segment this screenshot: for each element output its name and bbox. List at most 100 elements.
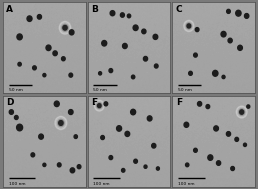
Circle shape <box>69 110 73 115</box>
Circle shape <box>77 165 81 169</box>
Circle shape <box>43 163 46 167</box>
Circle shape <box>245 14 249 18</box>
Circle shape <box>186 163 189 167</box>
Text: 50 nm: 50 nm <box>9 88 23 92</box>
Circle shape <box>187 24 191 28</box>
Circle shape <box>134 159 138 163</box>
Circle shape <box>37 14 42 19</box>
Circle shape <box>189 71 192 75</box>
Circle shape <box>247 105 250 108</box>
Circle shape <box>63 26 67 30</box>
Circle shape <box>184 122 189 128</box>
Circle shape <box>117 126 122 131</box>
Circle shape <box>17 34 22 40</box>
Circle shape <box>55 116 67 130</box>
Circle shape <box>206 105 210 108</box>
Circle shape <box>31 153 35 157</box>
Circle shape <box>213 70 218 76</box>
Circle shape <box>133 25 138 30</box>
Circle shape <box>58 163 61 167</box>
Circle shape <box>221 31 226 37</box>
Circle shape <box>59 21 71 34</box>
Circle shape <box>195 28 199 32</box>
Circle shape <box>102 40 107 46</box>
Circle shape <box>98 104 101 108</box>
Text: C: C <box>176 5 182 14</box>
Circle shape <box>125 131 130 136</box>
Circle shape <box>213 125 219 131</box>
Circle shape <box>231 166 235 171</box>
Circle shape <box>104 102 108 106</box>
Circle shape <box>116 125 122 132</box>
Circle shape <box>39 134 43 139</box>
Circle shape <box>194 148 197 152</box>
Circle shape <box>195 27 199 32</box>
Circle shape <box>57 118 65 128</box>
Circle shape <box>121 168 125 172</box>
Circle shape <box>144 165 147 169</box>
Circle shape <box>153 34 158 40</box>
Circle shape <box>58 119 64 127</box>
Circle shape <box>194 53 197 57</box>
Circle shape <box>153 34 158 40</box>
Circle shape <box>61 57 66 61</box>
Circle shape <box>235 137 239 141</box>
Circle shape <box>53 51 57 56</box>
Circle shape <box>184 20 194 32</box>
Circle shape <box>143 57 148 61</box>
Circle shape <box>70 167 75 173</box>
Circle shape <box>235 137 239 142</box>
Circle shape <box>109 69 113 73</box>
Circle shape <box>43 73 46 77</box>
Circle shape <box>227 9 230 13</box>
Circle shape <box>131 75 135 79</box>
Circle shape <box>37 15 42 19</box>
Circle shape <box>43 163 46 167</box>
Circle shape <box>14 115 18 120</box>
Circle shape <box>227 9 231 14</box>
Circle shape <box>110 11 115 16</box>
Circle shape <box>17 124 23 131</box>
Circle shape <box>212 70 218 77</box>
Text: 50 nm: 50 nm <box>178 88 192 92</box>
Circle shape <box>127 14 131 18</box>
Circle shape <box>110 10 115 16</box>
Circle shape <box>244 143 246 146</box>
Circle shape <box>198 101 202 106</box>
Circle shape <box>33 66 37 70</box>
Circle shape <box>155 64 158 68</box>
Circle shape <box>244 13 249 19</box>
Circle shape <box>156 167 159 170</box>
Circle shape <box>101 136 104 139</box>
Circle shape <box>69 29 74 35</box>
Circle shape <box>141 29 146 34</box>
Circle shape <box>184 122 189 127</box>
Circle shape <box>221 31 226 37</box>
Circle shape <box>144 165 147 168</box>
Circle shape <box>188 71 192 76</box>
Circle shape <box>38 134 44 139</box>
Circle shape <box>122 43 127 49</box>
Circle shape <box>243 143 247 147</box>
Circle shape <box>130 109 136 115</box>
Circle shape <box>228 38 232 43</box>
Circle shape <box>74 135 77 139</box>
Circle shape <box>69 30 74 35</box>
Circle shape <box>62 24 68 31</box>
Circle shape <box>9 110 13 114</box>
Circle shape <box>104 101 108 106</box>
Circle shape <box>18 62 21 66</box>
Circle shape <box>237 45 243 51</box>
Circle shape <box>143 56 148 61</box>
Circle shape <box>109 68 113 73</box>
Circle shape <box>99 72 102 75</box>
Circle shape <box>235 10 241 17</box>
Circle shape <box>54 101 60 107</box>
Text: 100 nm: 100 nm <box>9 182 25 186</box>
Circle shape <box>59 121 63 125</box>
Circle shape <box>14 115 18 119</box>
Circle shape <box>142 29 146 34</box>
Circle shape <box>61 23 69 33</box>
Circle shape <box>77 164 81 169</box>
Circle shape <box>194 148 198 153</box>
